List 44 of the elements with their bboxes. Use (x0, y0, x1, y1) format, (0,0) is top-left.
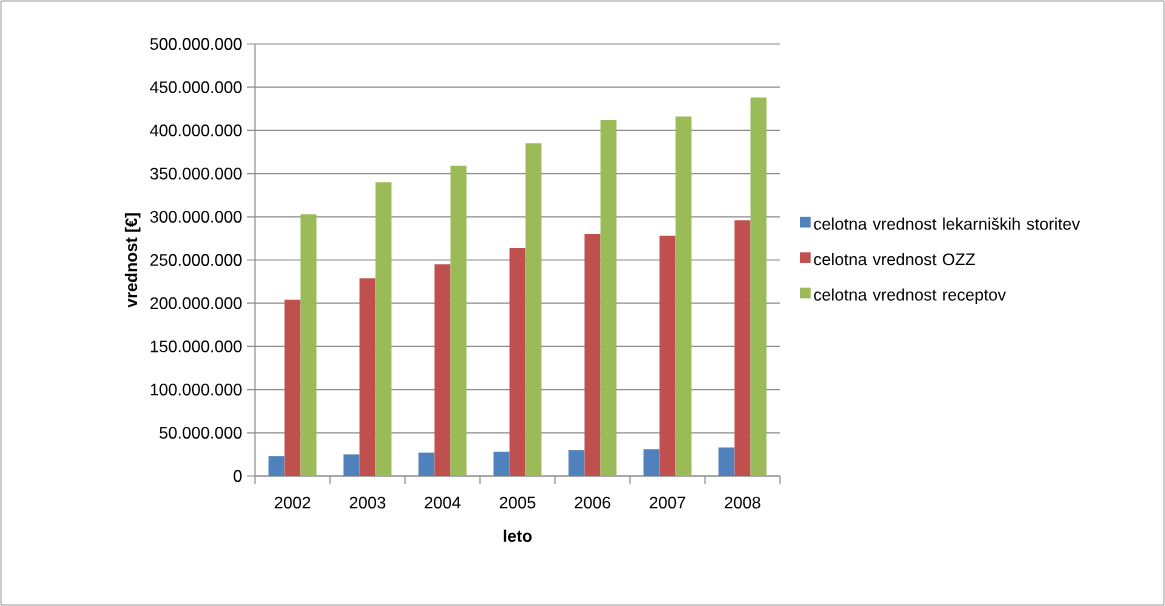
y-tick-label: 500.000.000 (150, 38, 242, 50)
bar (659, 235, 676, 476)
y-tick-label: 400.000.000 (149, 124, 242, 137)
x-axis-title: leto (503, 529, 532, 542)
bar (509, 247, 526, 476)
bar (493, 451, 510, 476)
x-tick-label: 2003 (349, 496, 386, 509)
y-tick-label: 50.000.000 (159, 426, 242, 439)
y-tick-label: 0 (233, 470, 242, 482)
y-tick-label: 150.000.000 (150, 340, 242, 353)
legend-label: celotna vrednost OZZ (814, 252, 975, 266)
y-tick-label: 200.000.000 (150, 297, 242, 310)
x-tick-label: 2006 (574, 496, 611, 509)
legend-label: celotna vrednost receptov (814, 288, 1006, 304)
y-tick-label: 300.000.000 (150, 210, 242, 223)
bar (268, 456, 285, 476)
bar (450, 165, 467, 476)
bar (600, 120, 617, 476)
y-tick-label: 450.000.000 (149, 81, 242, 94)
y-tick-label: 100.000.000 (150, 383, 242, 396)
x-tick-label: 2005 (499, 496, 536, 509)
y-tick-label: 350.000.000 (150, 167, 242, 180)
bar (375, 182, 392, 476)
bar (359, 278, 376, 476)
x-tick-label: 2002 (274, 496, 311, 509)
bar (584, 234, 601, 476)
bar (750, 97, 767, 476)
bar (643, 449, 660, 476)
y-tick-label: 250.000.000 (150, 254, 242, 266)
bar (734, 220, 751, 476)
bar (675, 116, 692, 476)
bar (718, 447, 735, 476)
bar (525, 143, 542, 476)
x-tick-label: 2007 (649, 496, 686, 509)
bar (300, 214, 317, 476)
x-tick-label: 2004 (424, 496, 461, 509)
bar (434, 264, 451, 476)
bar (418, 452, 435, 476)
x-tick-label: 2008 (724, 496, 761, 509)
bar (343, 454, 360, 476)
legend-label: celotna vrednost lekarniških storitev (814, 217, 1081, 230)
bar (284, 299, 301, 476)
bar (568, 450, 585, 476)
y-axis-title: vrednost [€] (124, 213, 141, 308)
